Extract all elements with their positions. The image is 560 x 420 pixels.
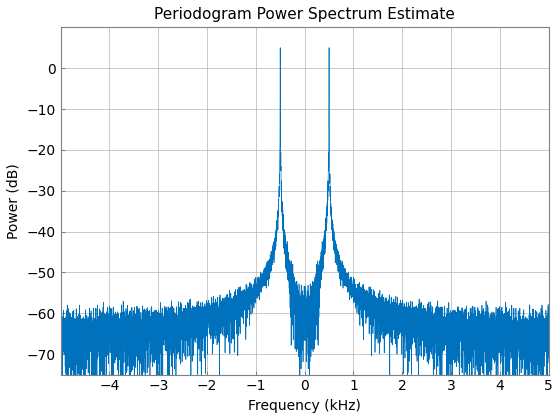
Title: Periodogram Power Spectrum Estimate: Periodogram Power Spectrum Estimate [154,7,455,22]
Y-axis label: Power (dB): Power (dB) [7,163,21,239]
X-axis label: Frequency (kHz): Frequency (kHz) [248,399,361,413]
